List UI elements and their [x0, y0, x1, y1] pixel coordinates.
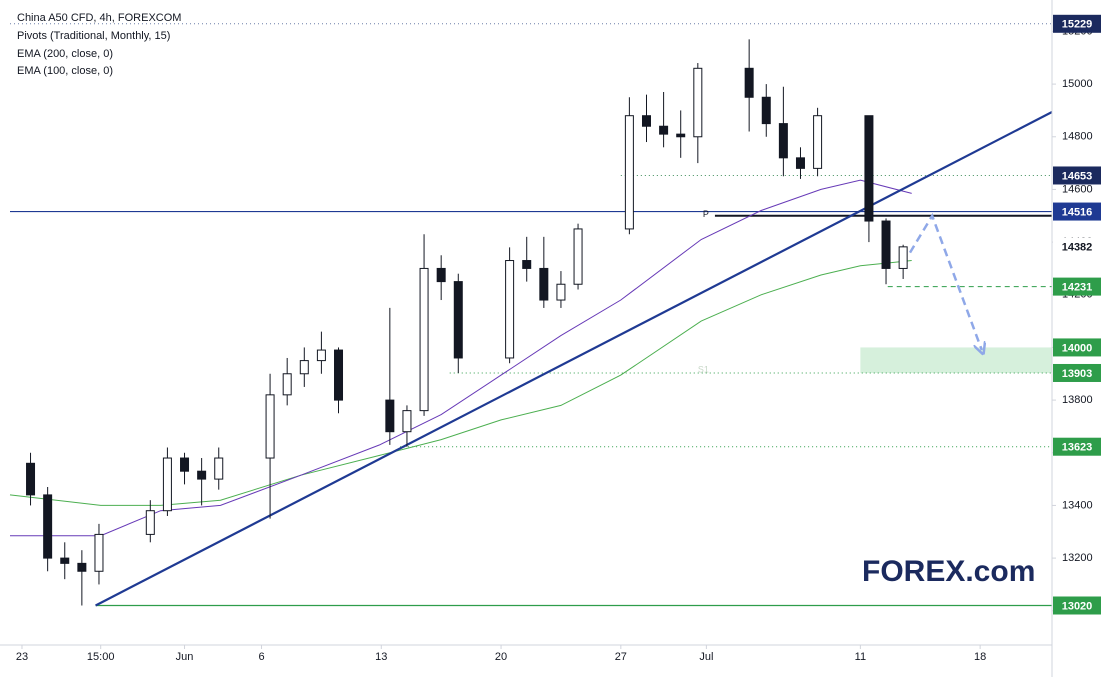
x-tick-label: 13: [375, 651, 387, 663]
legend-line: EMA (200, close, 0): [17, 48, 113, 60]
x-tick-label: 6: [258, 651, 264, 663]
y-tick-label: 14600: [1062, 183, 1093, 195]
candle-body: [556, 283, 566, 301]
candle-body: [180, 457, 190, 472]
level-label-box: [1053, 596, 1101, 615]
level-label: 13020: [1062, 600, 1093, 612]
candle-body: [26, 462, 36, 496]
candle-body: [214, 457, 224, 480]
x-tick-label: 23: [16, 651, 28, 663]
level-label: 14653: [1062, 170, 1093, 182]
candle-body: [659, 125, 669, 135]
candle-body: [145, 510, 155, 535]
candle-body: [436, 267, 446, 283]
candle-body: [453, 281, 463, 359]
candle-body: [402, 410, 412, 433]
pivot-label: S1: [698, 365, 709, 375]
ema-line: [10, 179, 912, 537]
level-label-box: [1053, 338, 1101, 357]
level-label: 14382: [1062, 242, 1093, 254]
logo: FOREX.com: [862, 555, 1035, 588]
level-label-box: [1053, 14, 1101, 33]
candle-body: [94, 533, 104, 572]
candle-body: [316, 349, 326, 362]
level-label-box: [1053, 437, 1101, 456]
candle-body: [77, 562, 87, 572]
candle-body: [334, 349, 344, 401]
candle-body: [795, 157, 805, 169]
x-tick-label: 11: [855, 651, 866, 663]
candle-body: [624, 115, 634, 230]
legend-line: Pivots (Traditional, Monthly, 15): [17, 30, 170, 42]
level-label: 14000: [1062, 342, 1093, 354]
x-tick-label: Jul: [699, 651, 713, 663]
candle-body: [162, 457, 172, 512]
candle-body: [864, 115, 874, 222]
y-tick-label: 15000: [1062, 78, 1093, 90]
candle-body: [265, 394, 275, 459]
candle-body: [676, 133, 686, 138]
candle-body: [761, 96, 771, 125]
level-label: 14231: [1062, 282, 1093, 294]
y-tick-label: 14800: [1062, 131, 1093, 143]
trendline: [95, 111, 1053, 607]
level-label-box: [1053, 166, 1101, 185]
legend-line: China A50 CFD, 4h, FOREXCOM: [17, 12, 181, 24]
candle-body: [197, 470, 207, 480]
x-tick-label: 20: [495, 651, 507, 663]
x-tick-label: 15:00: [87, 651, 115, 663]
x-tick-label: 27: [615, 651, 627, 663]
level-label-box: [1053, 202, 1101, 221]
x-tick-label: Jun: [176, 651, 194, 663]
candle-body: [539, 267, 549, 301]
candle-body: [898, 246, 908, 269]
candle-body: [282, 373, 292, 396]
y-tick-label: 13400: [1062, 499, 1093, 511]
level-label: 13623: [1062, 442, 1093, 454]
candle-body: [744, 67, 754, 98]
candle-body: [881, 220, 891, 269]
level-label: 13903: [1062, 368, 1093, 380]
level-label: 14516: [1062, 206, 1093, 218]
candle-body: [778, 123, 788, 159]
target-zone: [860, 347, 1052, 373]
level-label-box: [1053, 237, 1101, 256]
candle-body: [522, 260, 532, 269]
projection-arrow: [908, 212, 982, 350]
candle-body: [693, 67, 703, 138]
y-tick-label: 13800: [1062, 394, 1093, 406]
legend-line: EMA (100, close, 0): [17, 65, 113, 77]
candle-body: [419, 267, 429, 412]
candle-body: [641, 115, 651, 127]
candle-body: [385, 399, 395, 433]
x-tick-label: 18: [974, 651, 986, 663]
level-label: 15229: [1062, 19, 1093, 31]
candle-body: [43, 494, 53, 559]
candle-body: [573, 228, 583, 285]
candle-body: [60, 557, 70, 564]
plot-area: P S1: [9, 23, 1053, 607]
y-tick-label: 13200: [1062, 552, 1093, 564]
candle-body: [299, 360, 309, 375]
candle-body: [813, 115, 823, 169]
level-label-box: [1053, 363, 1101, 382]
level-label-box: [1053, 277, 1101, 296]
ema-line: [9, 260, 912, 506]
pivot-label: P: [703, 209, 709, 219]
candle-body: [505, 260, 515, 359]
